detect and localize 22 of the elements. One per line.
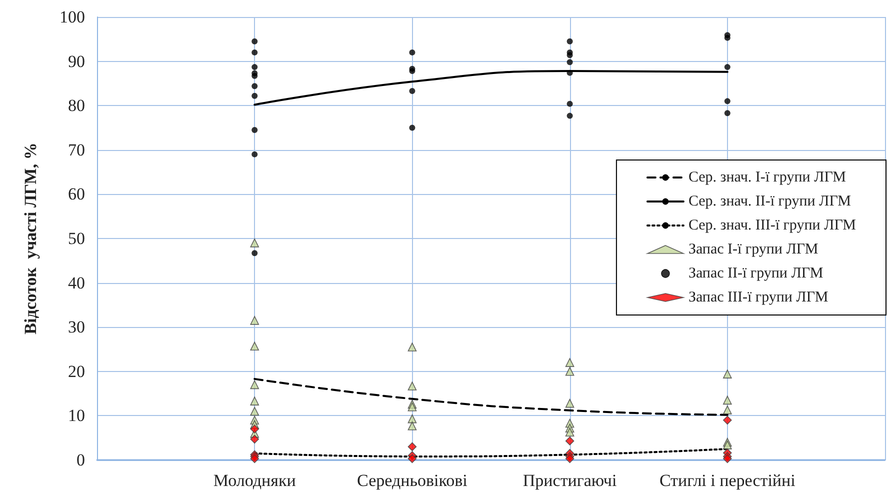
- legend-label: Сер. знач. І-ї групи ЛГМ: [688, 170, 846, 186]
- legend-label: Сер. знач. ІІІ-ї групи ЛГМ: [688, 218, 856, 234]
- x-tick-label: Середньовікові: [357, 471, 468, 490]
- legend-label: Запас ІІІ-ї групи ЛГМ: [688, 290, 828, 306]
- y-tick-label: 100: [60, 8, 85, 26]
- legend-label: Сер. знач. ІІ-ї групи ЛГМ: [688, 194, 852, 210]
- y-axis-title: Відсоток участі ЛГМ, %: [21, 142, 40, 334]
- legend-label: Запас ІІ-ї групи ЛГМ: [688, 266, 824, 282]
- y-tick-label: 30: [68, 318, 85, 337]
- x-tick-label: Пристигаючі: [522, 471, 617, 490]
- y-tick-label: 80: [68, 96, 85, 116]
- y-tick-label: 40: [68, 273, 85, 292]
- y-tick-label: 50: [68, 229, 85, 248]
- y-tick-label: 90: [68, 52, 85, 71]
- x-tick-label: Молодняки: [213, 471, 296, 490]
- legend-label: Запас І-ї групи ЛГМ: [688, 242, 818, 258]
- y-tick-label: 20: [68, 362, 85, 381]
- y-tick-label: 70: [68, 140, 85, 160]
- y-tick-label: 60: [68, 184, 85, 204]
- x-tick-label: Стиглі і перестійні: [659, 471, 796, 490]
- y-tick-label: 0: [76, 450, 85, 470]
- y-tick-label: 10: [68, 406, 85, 426]
